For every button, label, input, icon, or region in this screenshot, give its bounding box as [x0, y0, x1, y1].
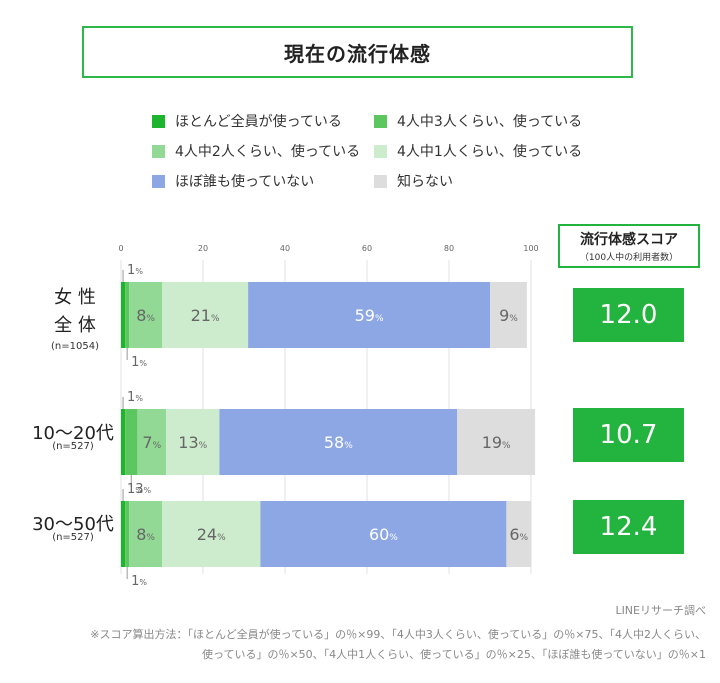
legend-label-three-quarters: 4人中3人くらい、使っている [397, 114, 583, 130]
chart-title-box: 現在の流行体感 [82, 26, 633, 78]
legend-swatch-almost-none [152, 174, 165, 188]
data-label-r1-s4: 58% [324, 433, 353, 452]
bar-r2-s0 [121, 501, 126, 567]
bar-r2-s2 [129, 501, 162, 567]
score-women-all: 12.0 [573, 288, 684, 342]
bar-r0-s4 [248, 282, 490, 348]
legend-item-three-quarters: 4人中3人くらい、使っている [374, 111, 582, 131]
data-label-r1-s2: 7% [142, 433, 161, 452]
footer-note-line1: ※スコア算出方法：「ほとんど全員が使っている」の％×99、「4人中3人くらい、使… [90, 628, 706, 641]
bar-r2-s5 [506, 501, 531, 567]
data-label-r2-s0: 1% [127, 482, 143, 497]
legend-item-half: 4人中2人くらい、使っている [152, 141, 360, 161]
legend-swatch-all [152, 114, 165, 128]
bar-r1-s0 [121, 409, 126, 475]
data-label-r2-s1: 1% [131, 574, 147, 589]
data-label-r0-s4: 59% [355, 306, 384, 325]
x-tick-label-20: 20 [198, 244, 208, 253]
row-n-women-all: (n=1054) [51, 341, 99, 352]
bar-r2-s3 [162, 501, 261, 567]
row-n-10-20: (n=527) [52, 441, 94, 452]
row-label-women-all-1: 女 性 [54, 287, 96, 308]
bar-r2-s1 [125, 501, 130, 567]
legend-item-almost-none: ほぼ誰も使っていない [152, 171, 314, 191]
score-header: 流行体感スコア （100人中の利用者数） [558, 224, 700, 268]
bar-r1-s1 [125, 409, 138, 475]
x-tick-label-80: 80 [444, 244, 454, 253]
bar-r1-s5 [457, 409, 536, 475]
data-label-r1-s5: 19% [482, 433, 511, 452]
row-label-women-all-2: 全 体 [54, 315, 96, 336]
data-label-r2-s5: 6% [509, 525, 528, 544]
bar-r1-s2 [137, 409, 167, 475]
legend-label-unknown: 知らない [397, 174, 453, 190]
bar-r1-s4 [219, 409, 458, 475]
row-n-30-50: (n=527) [52, 532, 94, 543]
legend-swatch-half [152, 144, 165, 158]
footer-note-line2: 使っている」の％×50、「4人中1人くらい、使っている」の％×25、「ほぼ誰も使… [202, 648, 706, 661]
bar-r0-s2 [129, 282, 162, 348]
row-label-10-20: 10〜20代 [32, 423, 114, 444]
x-tick-label-0: 0 [118, 244, 123, 253]
score-header-subtitle: （100人中の利用者数） [579, 253, 679, 263]
row-label-30-50: 30〜50代 [32, 514, 114, 535]
legend-swatch-quarter [374, 144, 387, 158]
data-label-r1-s1: 3% [135, 482, 151, 497]
legend-label-almost-none: ほぼ誰も使っていない [175, 174, 315, 190]
data-label-r2-s2: 8% [136, 525, 155, 544]
x-tick-label-40: 40 [280, 244, 290, 253]
legend-label-half: 4人中2人くらい、使っている [175, 144, 361, 160]
score-10-20: 10.7 [573, 408, 684, 462]
data-label-r2-s4: 60% [369, 525, 398, 544]
data-label-r1-s3: 13% [178, 433, 207, 452]
data-label-r1-s0: 1% [127, 390, 143, 405]
bar-r2-s4 [260, 501, 507, 567]
data-label-r0-s5: 9% [499, 306, 518, 325]
legend-swatch-three-quarters [374, 114, 387, 128]
legend-label-all: ほとんど全員が使っている [175, 114, 342, 130]
footer-source: LINEリサーチ調べ [615, 604, 706, 617]
data-label-r2-s3: 24% [197, 525, 226, 544]
bar-r0-s3 [162, 282, 249, 348]
data-label-r0-s0: 1% [127, 263, 143, 278]
legend-swatch-unknown [374, 174, 387, 188]
score-header-title: 流行体感スコア [580, 232, 678, 248]
x-tick-label-60: 60 [362, 244, 372, 253]
data-label-r0-s3: 21% [191, 306, 220, 325]
legend-item-quarter: 4人中1人くらい、使っている [374, 141, 582, 161]
legend-label-quarter: 4人中1人くらい、使っている [397, 144, 583, 160]
bar-r0-s0 [121, 282, 126, 348]
bar-r0-s1 [125, 282, 130, 348]
data-label-r0-s1: 1% [131, 355, 147, 370]
data-label-r0-s2: 8% [136, 306, 155, 325]
legend-item-all: ほとんど全員が使っている [152, 111, 342, 131]
score-30-50: 12.4 [573, 500, 684, 554]
x-tick-label-100: 100 [523, 244, 538, 253]
bar-r1-s3 [166, 409, 220, 475]
bar-r0-s5 [490, 282, 527, 348]
chart-title: 現在の流行体感 [284, 41, 431, 66]
legend-item-unknown: 知らない [374, 171, 453, 191]
